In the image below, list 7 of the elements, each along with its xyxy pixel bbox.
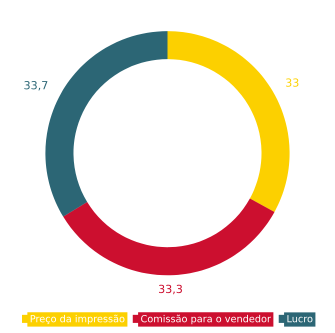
legend-label: Lucro [287, 315, 312, 322]
data-label: 33,3 [158, 284, 182, 294]
data-label: 33,7 [24, 80, 48, 91]
legend-label: Comissão para o vendedor [141, 314, 271, 324]
data-label: 33 [286, 78, 298, 87]
donut-slice [63, 198, 274, 276]
legend-label: Preço da impressão [30, 314, 124, 324]
